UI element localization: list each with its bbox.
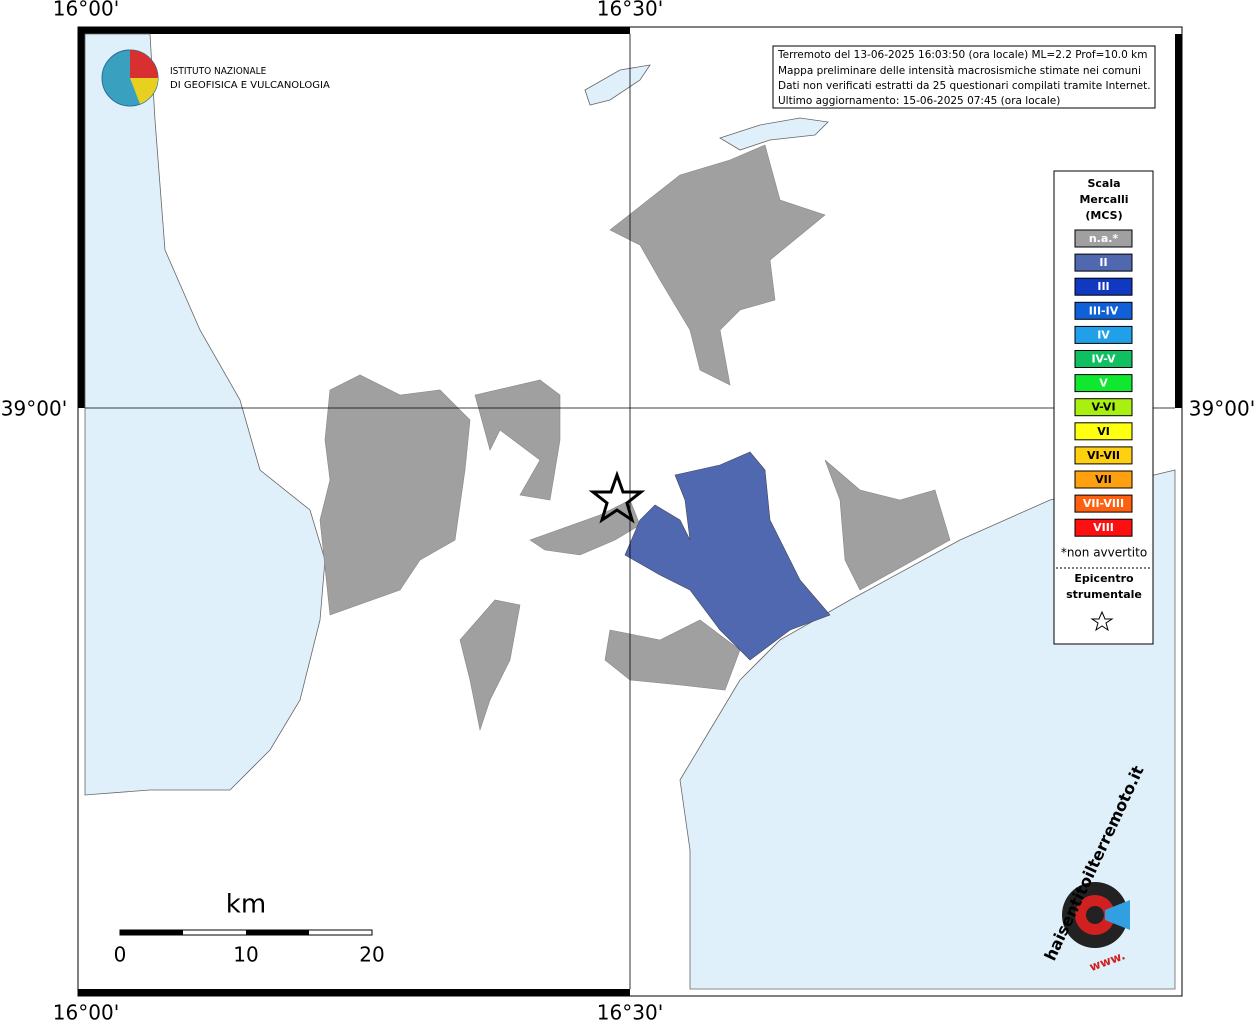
site-logo (1105, 900, 1130, 930)
legend-label: V-VI (1091, 401, 1115, 414)
lon-label: 16°30' (597, 1001, 663, 1025)
legend-swatch (1074, 301, 1133, 320)
info-line: Dati non verificati estratti da 25 quest… (778, 80, 1151, 92)
legend-label: IV (1097, 328, 1110, 341)
legend-swatch (1074, 518, 1133, 537)
legend-swatch (1074, 446, 1133, 465)
municipality-ii (624, 451, 831, 661)
legend-swatch (1074, 422, 1133, 441)
legend-swatch (1074, 374, 1133, 393)
info-line: Mappa preliminare delle intensità macros… (778, 65, 1141, 77)
lon-label: 16°30' (597, 0, 663, 21)
info-line: Terremoto del 13-06-2025 16:03:50 (ora l… (777, 49, 1147, 61)
ingv-logo (130, 78, 158, 104)
legend-label: III-IV (1089, 304, 1119, 317)
legend-label: II (1099, 256, 1107, 269)
info-line: Ultimo aggiornamento: 15-06-2025 07:45 (… (778, 95, 1060, 107)
lat-label: 39°00' (1189, 397, 1255, 421)
sea (84, 33, 326, 796)
legend-label: VII (1095, 473, 1112, 486)
legend-title: Scala (1087, 177, 1120, 190)
scale-label: 10 (233, 943, 258, 967)
legend-title: Mercalli (1079, 193, 1128, 206)
legend-label: IV-V (1091, 353, 1116, 366)
legend-swatch (1074, 494, 1133, 513)
municipality (319, 374, 471, 616)
legend-epicenter: Epicentro (1074, 572, 1134, 585)
scale-unit: km (226, 890, 266, 920)
scale-bar (120, 930, 183, 935)
institute-name: DI GEOFISICA E VULCANOLOGIA (170, 80, 330, 91)
municipality (824, 459, 951, 591)
legend-swatch (1074, 350, 1133, 368)
legend-swatch (1074, 277, 1133, 296)
legend-label: n.a.* (1089, 232, 1119, 245)
info-box (772, 45, 1156, 109)
site-logo (1086, 906, 1104, 924)
municipality (609, 144, 826, 386)
frame-bar (1175, 34, 1182, 408)
lake (584, 64, 651, 106)
legend-swatch (1074, 398, 1133, 417)
municipality (459, 599, 521, 732)
scale-label: 20 (359, 943, 384, 967)
legend-swatch (1074, 470, 1133, 489)
frame-bar (78, 989, 630, 996)
lake (719, 117, 829, 151)
legend-label: III (1097, 280, 1109, 293)
legend-title: (MCS) (1085, 209, 1122, 222)
legend-label: VI-VII (1087, 449, 1120, 462)
sea (679, 469, 1176, 990)
lon-label: 16°00' (53, 1001, 119, 1025)
scale-label: 0 (114, 943, 127, 967)
institute-name: ISTITUTO NAZIONALE (170, 66, 267, 77)
legend-star (1090, 610, 1114, 632)
legend-label: VII-VIII (1083, 497, 1124, 510)
lat-label: 39°00' (1, 397, 67, 421)
legend-swatch (1074, 253, 1133, 272)
legend-label: V (1099, 377, 1108, 390)
scale-bar (246, 930, 309, 935)
municipality (474, 379, 561, 501)
legend-label: VIII (1093, 521, 1114, 534)
municipality (604, 619, 741, 691)
frame-bar (78, 34, 85, 408)
legend-swatch (1074, 229, 1133, 248)
legend-label: VI (1097, 425, 1110, 438)
frame-bar (78, 27, 630, 34)
ingv-logo (130, 50, 158, 78)
legend-note: *non avvertito (1061, 546, 1147, 560)
epicenter-star (588, 470, 646, 524)
legend-swatch (1074, 325, 1133, 344)
lon-label: 16°00' (53, 0, 119, 21)
legend-epicenter: strumentale (1066, 588, 1142, 601)
